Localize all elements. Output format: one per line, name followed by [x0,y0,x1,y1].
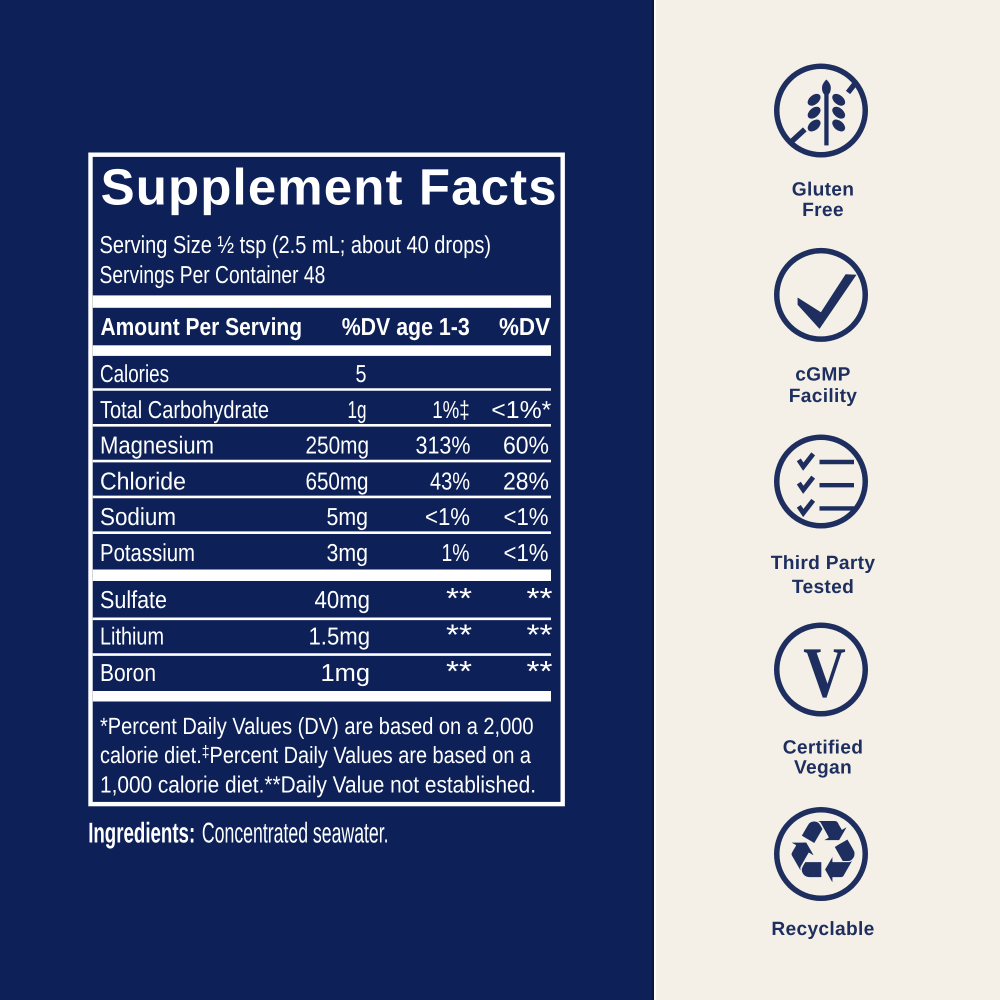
svg-text:*Percent Daily Values (DV) are: *Percent Daily Values (DV) are based on … [100,713,534,739]
svg-text:<1%*: <1%* [491,397,551,424]
svg-text:Facility: Facility [789,386,858,407]
svg-text:Certified: Certified [783,738,864,759]
svg-text:Boron: Boron [100,660,156,687]
svg-text:<1%: <1% [504,540,549,567]
svg-text:5mg: 5mg [327,504,369,531]
svg-text:1%‡: 1%‡ [432,397,470,424]
svg-text:1%: 1% [442,540,470,567]
svg-text:313%: 313% [416,433,471,460]
svg-text:Servings Per Container 48: Servings Per Container 48 [100,262,326,289]
svg-text:**: ** [527,583,553,615]
svg-text:1,000 calorie diet.**Daily Val: 1,000 calorie diet.**Daily Value not est… [100,772,536,798]
svg-text:Vegan: Vegan [794,758,852,779]
svg-text:**: ** [446,656,472,688]
svg-text:cGMP: cGMP [795,364,851,385]
svg-text:Magnesium: Magnesium [100,433,214,460]
svg-text:%DV: %DV [499,314,551,341]
svg-text:60%: 60% [503,433,549,460]
svg-text:Tested: Tested [792,577,854,598]
svg-text:Free: Free [802,200,844,221]
svg-text:<1%: <1% [425,504,470,531]
svg-text:Third Party: Third Party [771,553,876,574]
svg-text:%DV age 1-3: %DV age 1-3 [342,314,470,341]
svg-text:Sulfate: Sulfate [100,587,167,614]
svg-text:250mg: 250mg [306,433,370,460]
svg-text:5: 5 [356,361,367,388]
svg-text:Sodium: Sodium [100,504,176,531]
svg-text:28%: 28% [503,468,549,495]
svg-text:1.5mg: 1.5mg [309,623,371,650]
svg-text:<1%: <1% [504,504,549,531]
svg-text:Serving Size ½ tsp (2.5 mL; ab: Serving Size ½ tsp (2.5 mL; about 40 dro… [100,232,492,259]
svg-text:Ingredients:: Ingredients: [88,818,195,850]
svg-text:Calories: Calories [100,361,169,388]
svg-text:43%: 43% [430,468,470,495]
svg-text:1mg: 1mg [321,660,371,687]
svg-text:650mg: 650mg [306,468,369,495]
svg-text:Amount Per Serving: Amount Per Serving [101,314,303,341]
svg-text:Gluten: Gluten [792,179,855,200]
svg-text:Potassium: Potassium [100,540,195,567]
svg-text:calorie diet.‡Percent Daily Va: calorie diet.‡Percent Daily Values are b… [100,742,532,768]
svg-text:V: V [803,633,846,713]
svg-text:**: ** [446,583,472,615]
svg-text:Total Carbohydrate: Total Carbohydrate [100,397,269,424]
svg-text:Lithium: Lithium [100,623,164,650]
svg-text:**: ** [527,619,553,651]
svg-text:Recyclable: Recyclable [771,919,874,940]
svg-text:3mg: 3mg [327,540,369,567]
svg-text:**: ** [527,656,553,688]
svg-text:1g: 1g [348,397,367,424]
svg-text:Concentrated seawater.: Concentrated seawater. [202,818,389,850]
svg-text:40mg: 40mg [315,587,371,614]
svg-text:Chloride: Chloride [100,468,186,495]
svg-text:Supplement Facts: Supplement Facts [101,159,557,216]
svg-text:**: ** [446,619,472,651]
